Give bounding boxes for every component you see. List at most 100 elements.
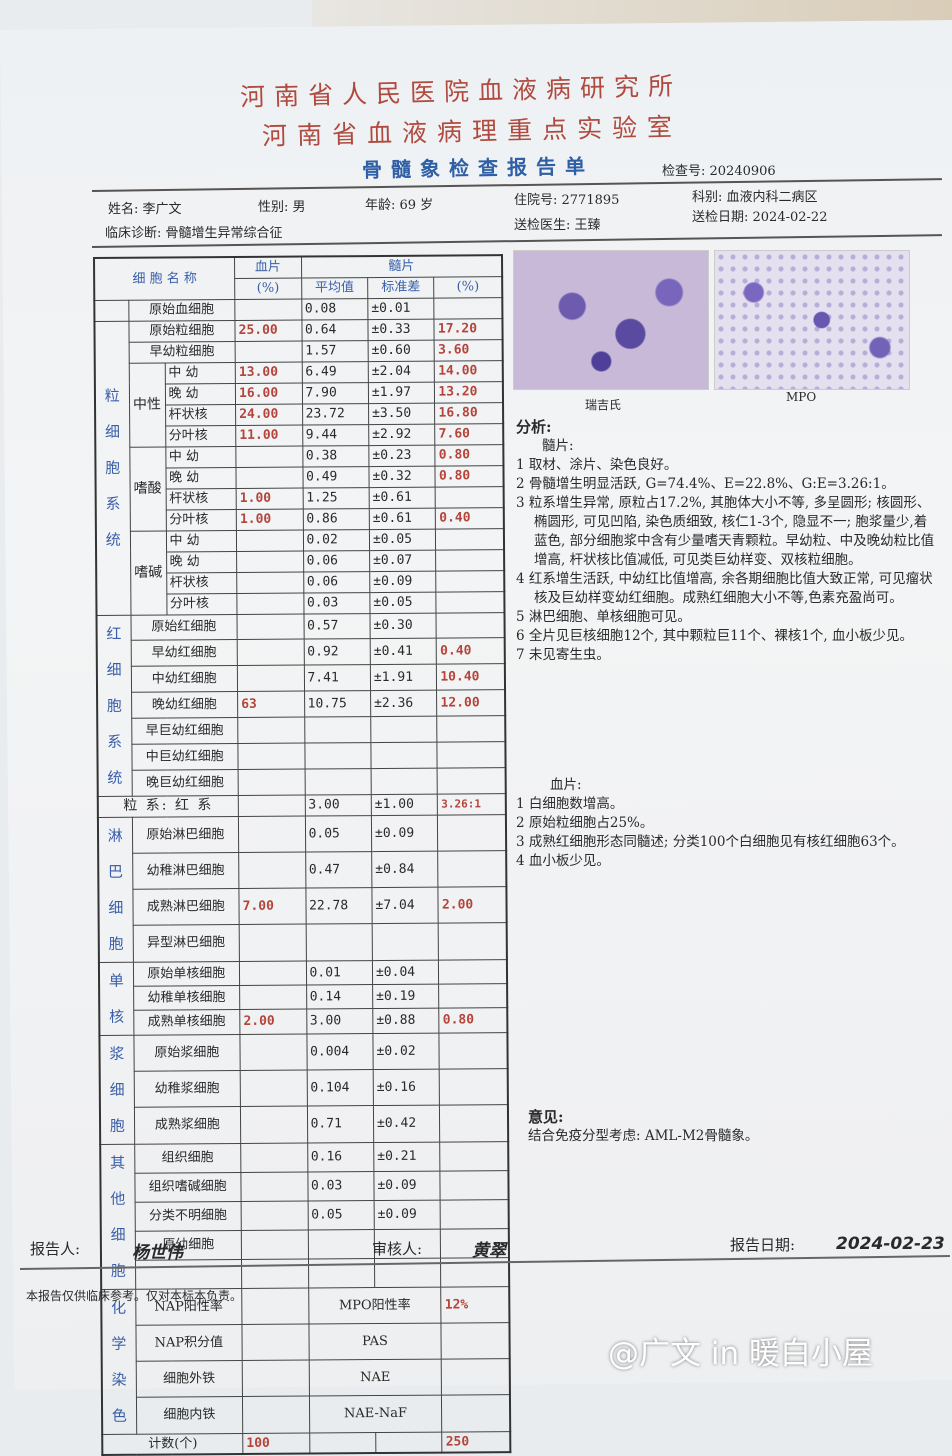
- sd-cell: ±0.09: [373, 1170, 441, 1201]
- header-marrow: 髓片: [301, 255, 503, 278]
- blood-pct-cell: 25.00: [235, 319, 302, 342]
- marrow-pct-cell: [436, 612, 505, 639]
- header-blood-pct: (%): [234, 277, 302, 300]
- blood-pct-cell: [235, 445, 303, 468]
- sd-cell: ±0.60: [368, 339, 435, 362]
- ratio-label: 粒 系: 红 系: [97, 794, 239, 817]
- sd-cell: ±0.84: [371, 850, 439, 888]
- blood-pct-cell: [240, 1106, 308, 1143]
- analysis-item: 5 淋巴细胞、单核细胞可见。: [516, 609, 691, 625]
- table-row: 早巨幼红细胞: [97, 715, 506, 745]
- mean-cell: 0.86: [302, 508, 370, 530]
- reviewer-signature: 黄翠: [472, 1241, 506, 1261]
- analysis-title: 分析:: [516, 418, 552, 436]
- table-row: 幼稚单核细胞 0.14 ±0.19: [99, 983, 508, 1011]
- opinion-text: 结合免疫分型考虑: AML-M2骨髓象。: [528, 1128, 759, 1144]
- blood-pct-cell: [238, 794, 305, 816]
- patient-name: 姓名: 李广文: [108, 202, 182, 217]
- marrow-pct-cell: 10.40: [436, 663, 506, 691]
- group-label: [94, 299, 129, 321]
- stain-name: NAP积分值: [135, 1324, 243, 1362]
- marrow-pct-cell: [438, 850, 507, 888]
- cell-type-name: 早幼红细胞: [130, 639, 238, 667]
- cell-type-name: 晚幼红细胞: [131, 691, 238, 719]
- mean-cell: 1.25: [302, 487, 370, 509]
- disclaimer: 本报告仅供临床参考。仅对本标本负责。: [26, 1289, 243, 1303]
- sd-cell: [370, 741, 438, 769]
- table-row: 细胞内铁 NAE-NaF: [102, 1394, 511, 1434]
- marrow-pct-cell: 0.80: [439, 1007, 508, 1033]
- sd-cell: ±2.04: [368, 360, 435, 383]
- blood-pct-cell: [240, 1033, 307, 1071]
- stain-result: [441, 1394, 511, 1432]
- sd-cell: ±0.16: [373, 1068, 440, 1106]
- mean-cell: 0.004: [306, 1033, 374, 1070]
- stain-name: MPO阳性率: [308, 1286, 442, 1324]
- mean-cell: [304, 716, 371, 743]
- analysis-item: 2 骨髓增生明显活跃, G=74.4%、E=22.8%、G:E=3.26:1。: [516, 476, 895, 492]
- sd-cell: ±1.00: [371, 793, 438, 816]
- table-row: 分类不明细胞 0.05 ±0.09: [101, 1199, 509, 1231]
- cell-type-name: 原始浆细胞: [133, 1033, 241, 1072]
- blood-pct-cell: [240, 1069, 307, 1107]
- department: 科别: 血液内科二病区: [692, 190, 818, 205]
- mean-cell: 0.03: [307, 1171, 375, 1201]
- table-row: 组织嗜碱细胞 0.03 ±0.09: [100, 1170, 509, 1202]
- cell-type-name: 异型淋巴细胞: [132, 924, 240, 962]
- blood-pct-cell: 24.00: [235, 403, 303, 426]
- cell-type-name: 杆状核: [166, 572, 237, 594]
- marrow-subtitle: 髓片:: [542, 438, 574, 454]
- blood-pct-cell: [241, 1200, 308, 1230]
- sd-cell: ±0.21: [373, 1141, 441, 1172]
- blood-pct-cell: [236, 550, 304, 573]
- stain-name: 细胞内铁: [135, 1396, 243, 1434]
- blood-smear-section: 血片: 1 白细胞数增高。 2 原始粒细胞占25%。 3 成熟红细胞形态同髓述; 分…: [516, 776, 936, 871]
- sd-cell: ±3.50: [368, 402, 436, 425]
- cell-type-name: 成熟淋巴细胞: [132, 888, 240, 926]
- stain-blood-cell: [242, 1360, 309, 1397]
- table-row: 嗜酸中 幼 0.38 ±0.23 0.80: [95, 444, 504, 531]
- sd-cell: ±0.61: [369, 507, 436, 530]
- analysis-item: 6 全片见巨核细胞12个, 其中颗粒巨11个、裸核1个, 血小板少见。: [516, 628, 913, 644]
- table-row: 粒 系: 红 系 3.00 ±1.00 3.26:1: [97, 793, 506, 817]
- analysis-item: 4 红系增生活跃, 中幼红比值增高, 余各期细胞比值大致正常, 可见瘤状核及巨幼…: [516, 571, 933, 606]
- mean-cell: 0.06: [303, 571, 370, 593]
- cell-type-name: 幼稚单核细胞: [133, 985, 240, 1011]
- table-row: 中巨幼红细胞: [97, 741, 506, 770]
- marrow-pct-cell: [437, 741, 506, 768]
- sd-cell: ±0.05: [369, 528, 436, 551]
- mean-cell: 0.06: [303, 550, 370, 572]
- header-blood: 血片: [234, 256, 302, 279]
- sd-cell: [371, 767, 438, 795]
- table-cell: [309, 1432, 376, 1454]
- sd-cell: ±0.09: [371, 814, 439, 852]
- cell-type-name: 幼稚淋巴细胞: [132, 852, 239, 890]
- inpatient-number: 住院号: 2771895: [514, 193, 620, 208]
- table-row: 淋巴细胞 原始淋巴细胞 0.05 ±0.09: [97, 814, 507, 962]
- mean-cell: 3.00: [306, 1008, 373, 1034]
- marrow-pct-cell: 16.80: [434, 402, 504, 424]
- stain-blood-cell: [241, 1287, 309, 1325]
- mean-cell: 9.44: [302, 424, 369, 446]
- exam-number: 检查号: 20240906: [662, 164, 776, 179]
- submission-date: 送检日期: 2024-02-22: [692, 210, 828, 225]
- marrow-pct-cell: 17.20: [434, 318, 503, 340]
- blood-pct-cell: [240, 1142, 308, 1172]
- report-date-label: 报告日期:: [730, 1236, 796, 1254]
- blood-pct-cell: [239, 984, 307, 1010]
- mpo-caption: MPO: [786, 390, 817, 404]
- subgroup-label: 嗜酸: [129, 446, 166, 531]
- table-row: 异型淋巴细胞: [99, 922, 507, 962]
- blood-pct-cell: [238, 815, 306, 853]
- cell-type-name: 分叶核: [165, 425, 236, 447]
- blood-pct-cell: [234, 298, 302, 321]
- blood-pct-cell: [237, 742, 305, 770]
- analysis-item: 3 成熟红细胞形态同髓述; 分类100个白细胞见有核红细胞63个。: [516, 834, 905, 850]
- analysis-item: 7 未见寄生虫。: [516, 647, 610, 663]
- report-title: 骨髓象检查报告单: [361, 153, 595, 183]
- mean-cell: 0.64: [301, 319, 369, 341]
- marrow-pct-cell: 0.80: [435, 465, 504, 487]
- table-row: 中幼红细胞 7.41 ±1.91 10.40: [97, 663, 506, 693]
- mean-cell: 10.75: [304, 690, 371, 717]
- table-row: 浆细胞 原始浆细胞 0.004 ±0.02: [99, 1032, 508, 1144]
